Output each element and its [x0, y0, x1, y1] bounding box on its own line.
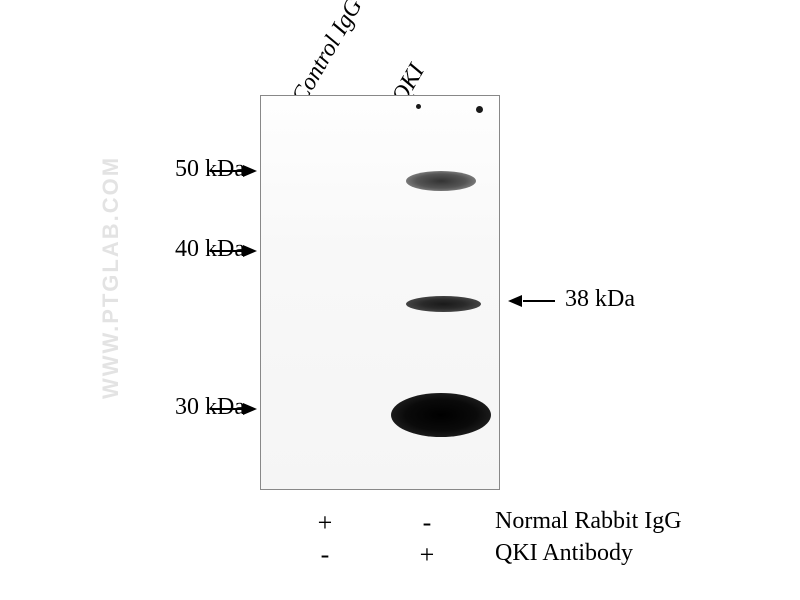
- treatment-label-text: QKI Antibody: [495, 540, 633, 566]
- treatment-symbol-text: -: [423, 508, 432, 537]
- treatment-symbol-text: +: [318, 508, 333, 537]
- mw-label-50-text: 50 kDa: [175, 156, 245, 182]
- right-label-38: 38 kDa: [565, 286, 635, 313]
- blot-band-50kda: [406, 171, 476, 191]
- treatment-label-text: Normal Rabbit IgG: [495, 508, 682, 534]
- watermark-content: WWW.PTGLAB.COM: [98, 156, 123, 399]
- arrow-line: [210, 250, 242, 252]
- mw-arrow-40: [210, 250, 255, 252]
- treatment-symbol-text: +: [420, 540, 435, 569]
- treatment-lane2-row2: +: [412, 540, 442, 570]
- arrow-line: [210, 170, 242, 172]
- treatment-lane1-row2: -: [310, 540, 340, 570]
- watermark-text: WWW.PTGLAB.COM: [98, 156, 124, 399]
- right-label-38-text: 38 kDa: [565, 286, 635, 312]
- mw-label-30-text: 30 kDa: [175, 394, 245, 420]
- arrow-line: [523, 300, 555, 302]
- lane-header-control-text: Control IgG: [287, 0, 368, 109]
- treatment-label-row2: QKI Antibody: [495, 540, 633, 567]
- treatment-lane2-row1: -: [412, 508, 442, 538]
- mw-arrow-50: [210, 170, 255, 172]
- mw-arrow-30: [210, 408, 255, 410]
- mw-label-40-text: 40 kDa: [175, 236, 245, 262]
- arrow-line: [210, 408, 242, 410]
- treatment-lane1-row1: +: [310, 508, 340, 538]
- treatment-symbol-text: -: [321, 540, 330, 569]
- western-blot: WWW.PTGLAB.COM: [260, 95, 500, 490]
- blot-band-38kda: [406, 296, 481, 312]
- right-arrow-38: [510, 300, 555, 302]
- blot-dot: [476, 106, 483, 113]
- treatment-label-row1: Normal Rabbit IgG: [495, 508, 682, 535]
- figure-container: Control IgG QKI 50 kDa 40 kDa 30 kDa 38 …: [0, 0, 800, 600]
- lane-header-control: Control IgG: [287, 0, 369, 109]
- blot-dot: [416, 104, 421, 109]
- blot-band-30kda: [391, 393, 491, 437]
